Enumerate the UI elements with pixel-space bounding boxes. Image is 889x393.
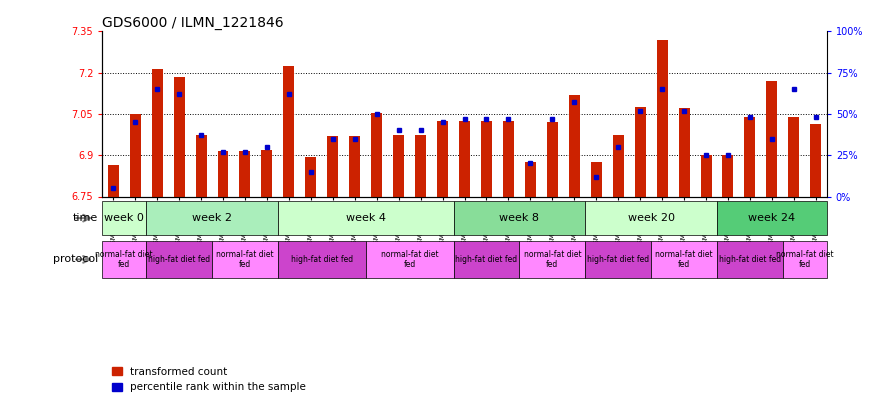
Bar — [102, 201, 146, 235]
Bar — [591, 162, 602, 196]
Bar — [783, 241, 827, 278]
Text: protocol: protocol — [52, 254, 98, 264]
Text: time: time — [73, 213, 98, 223]
Bar — [519, 241, 585, 278]
Text: GDS6000 / ILMN_1221846: GDS6000 / ILMN_1221846 — [102, 17, 284, 30]
Text: week 4: week 4 — [346, 213, 386, 223]
Bar — [701, 155, 711, 196]
Bar — [212, 241, 278, 278]
Bar — [678, 108, 690, 196]
Bar — [789, 117, 799, 196]
Text: week 24: week 24 — [749, 213, 796, 223]
Bar — [196, 135, 206, 196]
Bar — [717, 201, 827, 235]
Text: normal-fat diet
fed: normal-fat diet fed — [380, 250, 438, 269]
Bar — [453, 201, 585, 235]
Bar — [585, 241, 651, 278]
Bar — [102, 241, 146, 278]
Bar — [284, 66, 294, 196]
Bar — [349, 136, 360, 196]
Bar — [146, 241, 212, 278]
Bar — [372, 113, 382, 196]
Bar — [613, 135, 624, 196]
Text: normal-fat diet
fed: normal-fat diet fed — [216, 250, 274, 269]
Bar — [305, 157, 316, 196]
Bar — [569, 95, 580, 196]
Bar — [393, 135, 404, 196]
Bar — [278, 201, 453, 235]
Bar — [365, 241, 453, 278]
Bar — [152, 68, 163, 196]
Bar — [327, 136, 338, 196]
Text: week 0: week 0 — [104, 213, 144, 223]
Bar — [173, 77, 185, 196]
Text: high-fat diet fed: high-fat diet fed — [455, 255, 517, 264]
Bar — [585, 201, 717, 235]
Bar — [651, 241, 717, 278]
Bar — [218, 151, 228, 196]
Bar — [657, 40, 668, 197]
Bar — [453, 241, 519, 278]
Text: week 8: week 8 — [500, 213, 540, 223]
Bar — [261, 150, 272, 196]
Text: high-fat diet fed: high-fat diet fed — [587, 255, 649, 264]
Bar — [437, 121, 448, 196]
Bar — [146, 201, 278, 235]
Text: high-fat diet fed: high-fat diet fed — [148, 255, 210, 264]
Bar — [717, 241, 783, 278]
Text: week 20: week 20 — [628, 213, 675, 223]
Bar — [503, 121, 514, 196]
Bar — [278, 241, 365, 278]
Bar — [481, 121, 492, 196]
Text: normal-fat diet
fed: normal-fat diet fed — [776, 250, 834, 269]
Bar — [459, 121, 470, 196]
Bar — [130, 114, 140, 196]
Bar — [635, 107, 645, 196]
Bar — [239, 151, 251, 196]
Text: normal-fat diet
fed: normal-fat diet fed — [95, 250, 153, 269]
Text: normal-fat diet
fed: normal-fat diet fed — [655, 250, 713, 269]
Legend: transformed count, percentile rank within the sample: transformed count, percentile rank withi… — [108, 363, 310, 393]
Bar — [744, 117, 756, 196]
Text: week 2: week 2 — [192, 213, 232, 223]
Text: high-fat diet fed: high-fat diet fed — [719, 255, 781, 264]
Text: normal-fat diet
fed: normal-fat diet fed — [524, 250, 581, 269]
Bar — [723, 155, 733, 196]
Bar — [108, 165, 119, 196]
Bar — [810, 124, 821, 196]
Bar — [766, 81, 777, 196]
Text: high-fat diet fed: high-fat diet fed — [291, 255, 353, 264]
Bar — [415, 135, 426, 196]
Bar — [547, 122, 557, 196]
Bar — [525, 162, 536, 196]
